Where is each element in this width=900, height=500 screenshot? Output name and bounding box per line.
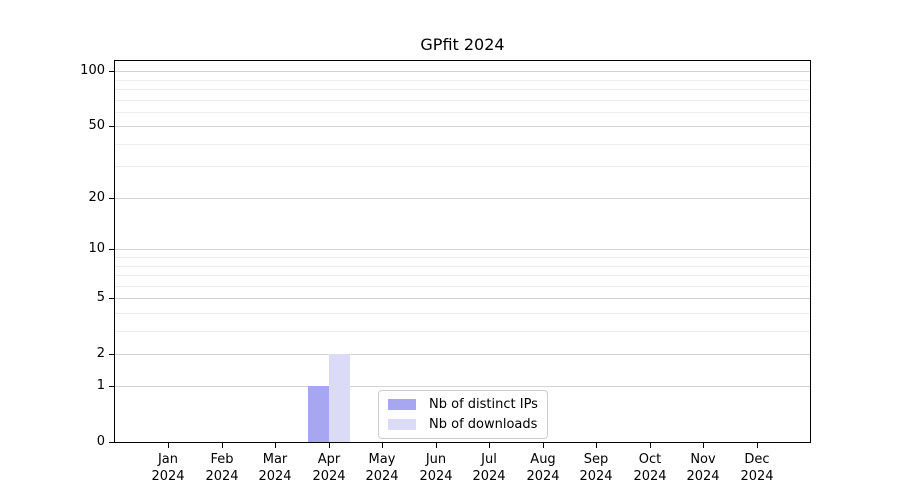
major-gridline bbox=[115, 126, 810, 127]
x-tick-month: Dec bbox=[744, 452, 770, 467]
x-tick-year: 2024 bbox=[258, 469, 292, 484]
x-tick-label: Jan 2024 bbox=[136, 451, 200, 485]
x-tick-month: Apr bbox=[317, 452, 341, 467]
x-tick-mark bbox=[329, 443, 330, 448]
x-tick-mark bbox=[275, 443, 276, 448]
minor-gridline bbox=[115, 100, 810, 101]
y-tick-label: 10 bbox=[88, 241, 105, 256]
x-tick-year: 2024 bbox=[205, 469, 239, 484]
legend: Nb of distinct IPs Nb of downloads bbox=[378, 390, 548, 439]
y-tick-mark bbox=[109, 442, 114, 443]
bar-distinct-ips bbox=[307, 386, 329, 442]
legend-swatch-distinct-ips-icon bbox=[388, 399, 416, 410]
minor-gridline bbox=[115, 331, 810, 332]
minor-gridline bbox=[115, 80, 810, 81]
x-tick-year: 2024 bbox=[579, 469, 613, 484]
x-tick-month: Jan bbox=[157, 452, 179, 467]
x-tick-label: Mar 2024 bbox=[243, 451, 307, 485]
legend-item-distinct-ips: Nb of distinct IPs bbox=[388, 397, 538, 412]
y-tick-mark bbox=[109, 249, 114, 250]
x-tick-label: Jul 2024 bbox=[457, 451, 521, 485]
legend-swatch-downloads-icon bbox=[388, 419, 416, 430]
y-tick-label: 20 bbox=[88, 190, 105, 205]
y-tick-label: 50 bbox=[88, 118, 105, 133]
major-gridline bbox=[115, 386, 810, 387]
minor-gridline bbox=[115, 144, 810, 145]
x-tick-label: Dec 2024 bbox=[725, 451, 789, 485]
x-tick-year: 2024 bbox=[472, 469, 506, 484]
y-tick-label: 0 bbox=[96, 434, 105, 449]
y-tick-label: 100 bbox=[80, 63, 105, 78]
minor-gridline bbox=[115, 166, 810, 167]
major-gridline bbox=[115, 198, 810, 199]
x-tick-mark bbox=[543, 443, 544, 448]
x-tick-month: Aug bbox=[530, 452, 556, 467]
major-gridline bbox=[115, 249, 810, 250]
y-tick-label: 1 bbox=[96, 378, 105, 393]
y-tick-label: 2 bbox=[96, 346, 105, 361]
x-tick-mark bbox=[596, 443, 597, 448]
x-tick-year: 2024 bbox=[686, 469, 720, 484]
chart-title: GPfit 2024 bbox=[420, 35, 505, 54]
x-tick-year: 2024 bbox=[151, 469, 185, 484]
x-tick-label: Jun 2024 bbox=[404, 451, 468, 485]
y-tick-label: 5 bbox=[96, 290, 105, 305]
legend-label-downloads: Nb of downloads bbox=[429, 417, 538, 432]
minor-gridline bbox=[115, 266, 810, 267]
x-tick-month: Oct bbox=[638, 452, 662, 467]
x-tick-mark bbox=[757, 443, 758, 448]
x-tick-month: Sep bbox=[583, 452, 609, 467]
x-tick-mark bbox=[382, 443, 383, 448]
x-tick-label: Sep 2024 bbox=[564, 451, 628, 485]
major-gridline bbox=[115, 354, 810, 355]
x-tick-label: Aug 2024 bbox=[511, 451, 575, 485]
minor-gridline bbox=[115, 112, 810, 113]
x-tick-label: May 2024 bbox=[350, 451, 414, 485]
plot-area: Nb of distinct IPs Nb of downloads bbox=[114, 60, 811, 443]
y-tick-mark bbox=[109, 386, 114, 387]
major-gridline bbox=[115, 298, 810, 299]
x-tick-month: Jun bbox=[425, 452, 447, 467]
x-tick-year: 2024 bbox=[740, 469, 774, 484]
x-tick-year: 2024 bbox=[419, 469, 453, 484]
y-tick-mark bbox=[109, 126, 114, 127]
minor-gridline bbox=[115, 89, 810, 90]
x-tick-mark bbox=[168, 443, 169, 448]
x-tick-month: Feb bbox=[210, 452, 234, 467]
legend-item-downloads: Nb of downloads bbox=[388, 417, 538, 432]
minor-gridline bbox=[115, 275, 810, 276]
x-tick-year: 2024 bbox=[312, 469, 346, 484]
x-tick-month: Mar bbox=[262, 452, 288, 467]
x-tick-label: Nov 2024 bbox=[671, 451, 735, 485]
x-tick-mark bbox=[489, 443, 490, 448]
y-tick-mark bbox=[109, 198, 114, 199]
x-tick-label: Apr 2024 bbox=[297, 451, 361, 485]
bar-downloads bbox=[328, 353, 351, 442]
x-tick-month: Nov bbox=[690, 452, 716, 467]
x-tick-label: Oct 2024 bbox=[618, 451, 682, 485]
x-tick-mark bbox=[436, 443, 437, 448]
major-gridline bbox=[115, 71, 810, 72]
x-tick-year: 2024 bbox=[633, 469, 667, 484]
x-tick-year: 2024 bbox=[365, 469, 399, 484]
x-tick-year: 2024 bbox=[526, 469, 560, 484]
y-tick-mark bbox=[109, 71, 114, 72]
x-tick-month: May bbox=[368, 452, 396, 467]
x-tick-month: Jul bbox=[481, 452, 497, 467]
x-tick-mark bbox=[222, 443, 223, 448]
x-tick-mark bbox=[703, 443, 704, 448]
minor-gridline bbox=[115, 257, 810, 258]
y-tick-mark bbox=[109, 298, 114, 299]
y-tick-mark bbox=[109, 354, 114, 355]
legend-label-distinct-ips: Nb of distinct IPs bbox=[429, 397, 538, 412]
x-tick-label: Feb 2024 bbox=[190, 451, 254, 485]
x-tick-mark bbox=[650, 443, 651, 448]
minor-gridline bbox=[115, 286, 810, 287]
minor-gridline bbox=[115, 313, 810, 314]
